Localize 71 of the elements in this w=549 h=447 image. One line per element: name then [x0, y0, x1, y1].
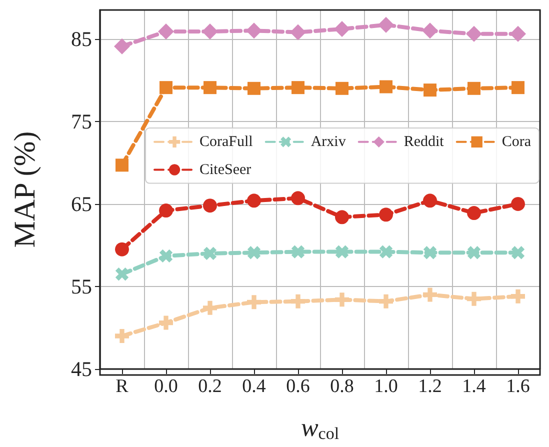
point: [510, 26, 526, 42]
point: [335, 292, 349, 307]
point: [378, 16, 394, 33]
legend-label: CoraFull: [200, 134, 253, 150]
point: [248, 82, 260, 95]
point: [115, 328, 129, 343]
point: [335, 245, 349, 258]
x-tick-label: 0.2: [198, 376, 222, 397]
point: [203, 198, 217, 213]
point: [512, 81, 524, 94]
point: [247, 194, 261, 208]
point: [466, 26, 482, 42]
point: [291, 294, 305, 308]
point: [114, 38, 130, 54]
point: [291, 191, 305, 206]
point: [247, 295, 261, 310]
legend-label: CiteSeer: [200, 162, 252, 178]
x-tick-label: 0.0: [154, 376, 178, 397]
point: [511, 196, 525, 211]
point: [423, 246, 437, 260]
point: [424, 84, 436, 97]
point: [467, 246, 481, 260]
legend-label: Reddit: [404, 134, 445, 150]
x-tick-label: 1.2: [418, 376, 442, 397]
point: [203, 300, 217, 315]
point: [160, 81, 172, 94]
point: [422, 22, 438, 39]
point: [290, 24, 306, 40]
x-tick-label: 0.8: [330, 376, 354, 397]
point: [202, 23, 218, 40]
point: [379, 245, 393, 258]
point: [204, 81, 216, 94]
point: [468, 82, 480, 95]
x-tick-label: 1.0: [374, 376, 398, 397]
y-axis-title: MAP (%): [8, 131, 42, 248]
x-tick-label: 1.4: [462, 376, 486, 397]
point: [159, 249, 173, 263]
point: [335, 210, 349, 224]
point: [247, 246, 261, 260]
point: [159, 204, 173, 218]
x-tick-label: 0.6: [286, 376, 310, 397]
point: [159, 316, 173, 330]
y-tick-label: 65: [71, 192, 92, 216]
point: [467, 292, 481, 306]
point: [115, 242, 129, 256]
point: [511, 246, 525, 260]
x-tick-label: 0.4: [242, 376, 266, 397]
legend-label: Arxiv: [310, 134, 346, 150]
point: [379, 208, 393, 222]
point: [116, 158, 128, 172]
y-tick-label: 45: [71, 357, 92, 381]
point: [246, 22, 262, 39]
point: [423, 288, 437, 302]
point: [423, 194, 437, 208]
x-tick-label: 1.6: [506, 376, 530, 397]
legend-label: Cora: [502, 134, 532, 150]
point: [334, 20, 350, 37]
x-tick-label: R: [116, 376, 129, 397]
y-tick-label: 85: [71, 26, 92, 51]
point: [511, 289, 525, 304]
point: [336, 82, 348, 95]
point: [379, 294, 393, 308]
point: [115, 267, 129, 281]
point: [158, 23, 174, 40]
point: [467, 206, 481, 220]
y-tick-label: 75: [71, 109, 92, 134]
point: [380, 80, 392, 94]
point: [292, 81, 304, 94]
point: [291, 245, 305, 258]
y-tick-label: 55: [71, 274, 92, 298]
point: [203, 246, 217, 260]
